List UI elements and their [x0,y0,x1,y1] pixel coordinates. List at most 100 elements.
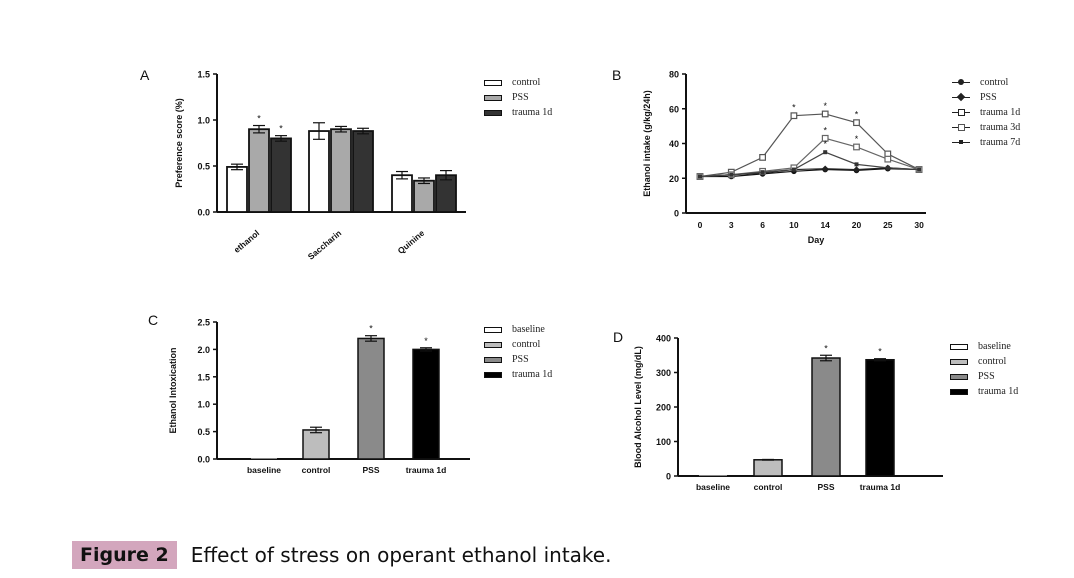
x-tick-label: Quinine [396,228,427,256]
legend-swatch [952,78,970,88]
legend-label: control [512,77,541,88]
bar [357,337,385,460]
series-line [700,168,920,178]
data-point [821,110,829,118]
bar [248,128,270,213]
legend-swatch [484,79,502,86]
x-tick-label: 6 [760,220,765,230]
data-point [729,172,734,177]
bar [330,128,352,213]
y-tick-label: 60 [669,104,679,114]
legend-swatch [484,109,502,116]
data-point [760,170,765,175]
legend-swatch [952,92,970,103]
data-point [791,167,796,172]
legend-swatch [952,138,970,148]
legend-swatch [484,94,502,101]
legend-label: trauma 1d [980,107,1021,118]
data-point [853,119,860,127]
y-tick-label: 0.5 [197,427,210,437]
x-tick-label: 20 [852,220,862,230]
significance-marker: * [424,336,428,346]
bar [251,458,277,459]
bar [413,179,435,213]
data-point [854,162,859,167]
bar [699,475,727,476]
legend-label: baseline [978,341,1011,352]
legend-item: control [484,75,552,90]
x-tick-label: 0 [698,220,703,230]
y-tick-label: 0.0 [197,455,210,465]
legend-label: control [512,339,541,350]
legend-swatch [950,343,968,350]
y-tick-label: 1.5 [197,372,210,382]
legend-swatch [950,388,968,395]
bar [753,459,783,477]
legend-swatch [484,341,502,348]
y-tick-label: 1.0 [197,116,210,126]
y-axis-label: Ethanol Intoxication [168,347,178,433]
y-tick-label: 2.0 [197,345,210,355]
x-tick-label: PSS [817,482,834,492]
x-tick-label: control [302,465,331,475]
legend-label: trauma 3d [980,122,1021,133]
x-tick-label: trauma 1d [860,482,901,492]
bar [352,130,374,213]
y-tick-label: 0 [666,472,671,482]
legend-label: trauma 7d [980,137,1021,148]
significance-marker: * [855,134,859,144]
x-tick-label: PSS [362,465,379,475]
significance-marker: * [257,114,261,124]
legend-item: PSS [484,352,552,367]
y-tick-label: 0 [674,209,679,219]
legend-swatch [950,358,968,365]
x-tick-label: 14 [820,220,830,230]
y-tick-label: 2.5 [197,318,210,328]
y-tick-label: 40 [669,139,679,149]
legend-item: PSS [952,90,1020,105]
legend-label: PSS [512,92,529,103]
data-point [885,165,890,170]
y-axis-label: Preference score (%) [174,98,184,188]
bar [308,130,330,213]
legend-label: trauma 1d [512,369,553,380]
y-axis-label: Blood Alcohol Level (mg/dL) [633,346,643,468]
legend-item: trauma 7d [952,135,1020,150]
figure-caption: Figure 2 Effect of stress on operant eth… [72,541,611,569]
legend-item: control [952,75,1020,90]
y-tick-label: 0.0 [197,208,210,218]
legend-label: trauma 1d [978,386,1019,397]
x-tick-label: ethanol [232,228,262,255]
significance-marker: * [823,125,827,135]
legend-item: trauma 1d [950,384,1018,399]
data-point [821,134,829,142]
significance-marker: * [878,347,882,357]
bar [865,358,895,477]
significance-marker: * [792,103,796,113]
panel-letter: A [140,67,150,83]
legend-swatch [484,326,502,333]
significance-marker: * [823,101,827,111]
data-point [884,155,892,163]
panel-c-legend: baseline control PSS trauma 1d [484,322,552,382]
x-tick-label: baseline [247,465,281,475]
legend-item: baseline [950,339,1018,354]
legend-item: PSS [484,90,552,105]
panel-b-legend: control PSS trauma 1d trauma 3d trauma 7… [952,75,1020,150]
legend-item: trauma 1d [484,105,552,120]
legend-swatch [952,123,970,133]
y-tick-label: 1.0 [197,400,210,410]
bar [811,357,841,477]
data-point [823,150,828,155]
x-tick-label: control [754,482,783,492]
legend-item: control [950,354,1018,369]
bar [412,348,440,460]
y-tick-label: 80 [669,70,679,80]
x-tick-label: 30 [914,220,924,230]
y-tick-label: 300 [656,368,671,378]
y-tick-label: 400 [656,334,671,344]
significance-marker: * [369,324,373,334]
legend-label: trauma 1d [512,107,553,118]
legend-label: control [980,77,1009,88]
data-point [917,167,922,172]
